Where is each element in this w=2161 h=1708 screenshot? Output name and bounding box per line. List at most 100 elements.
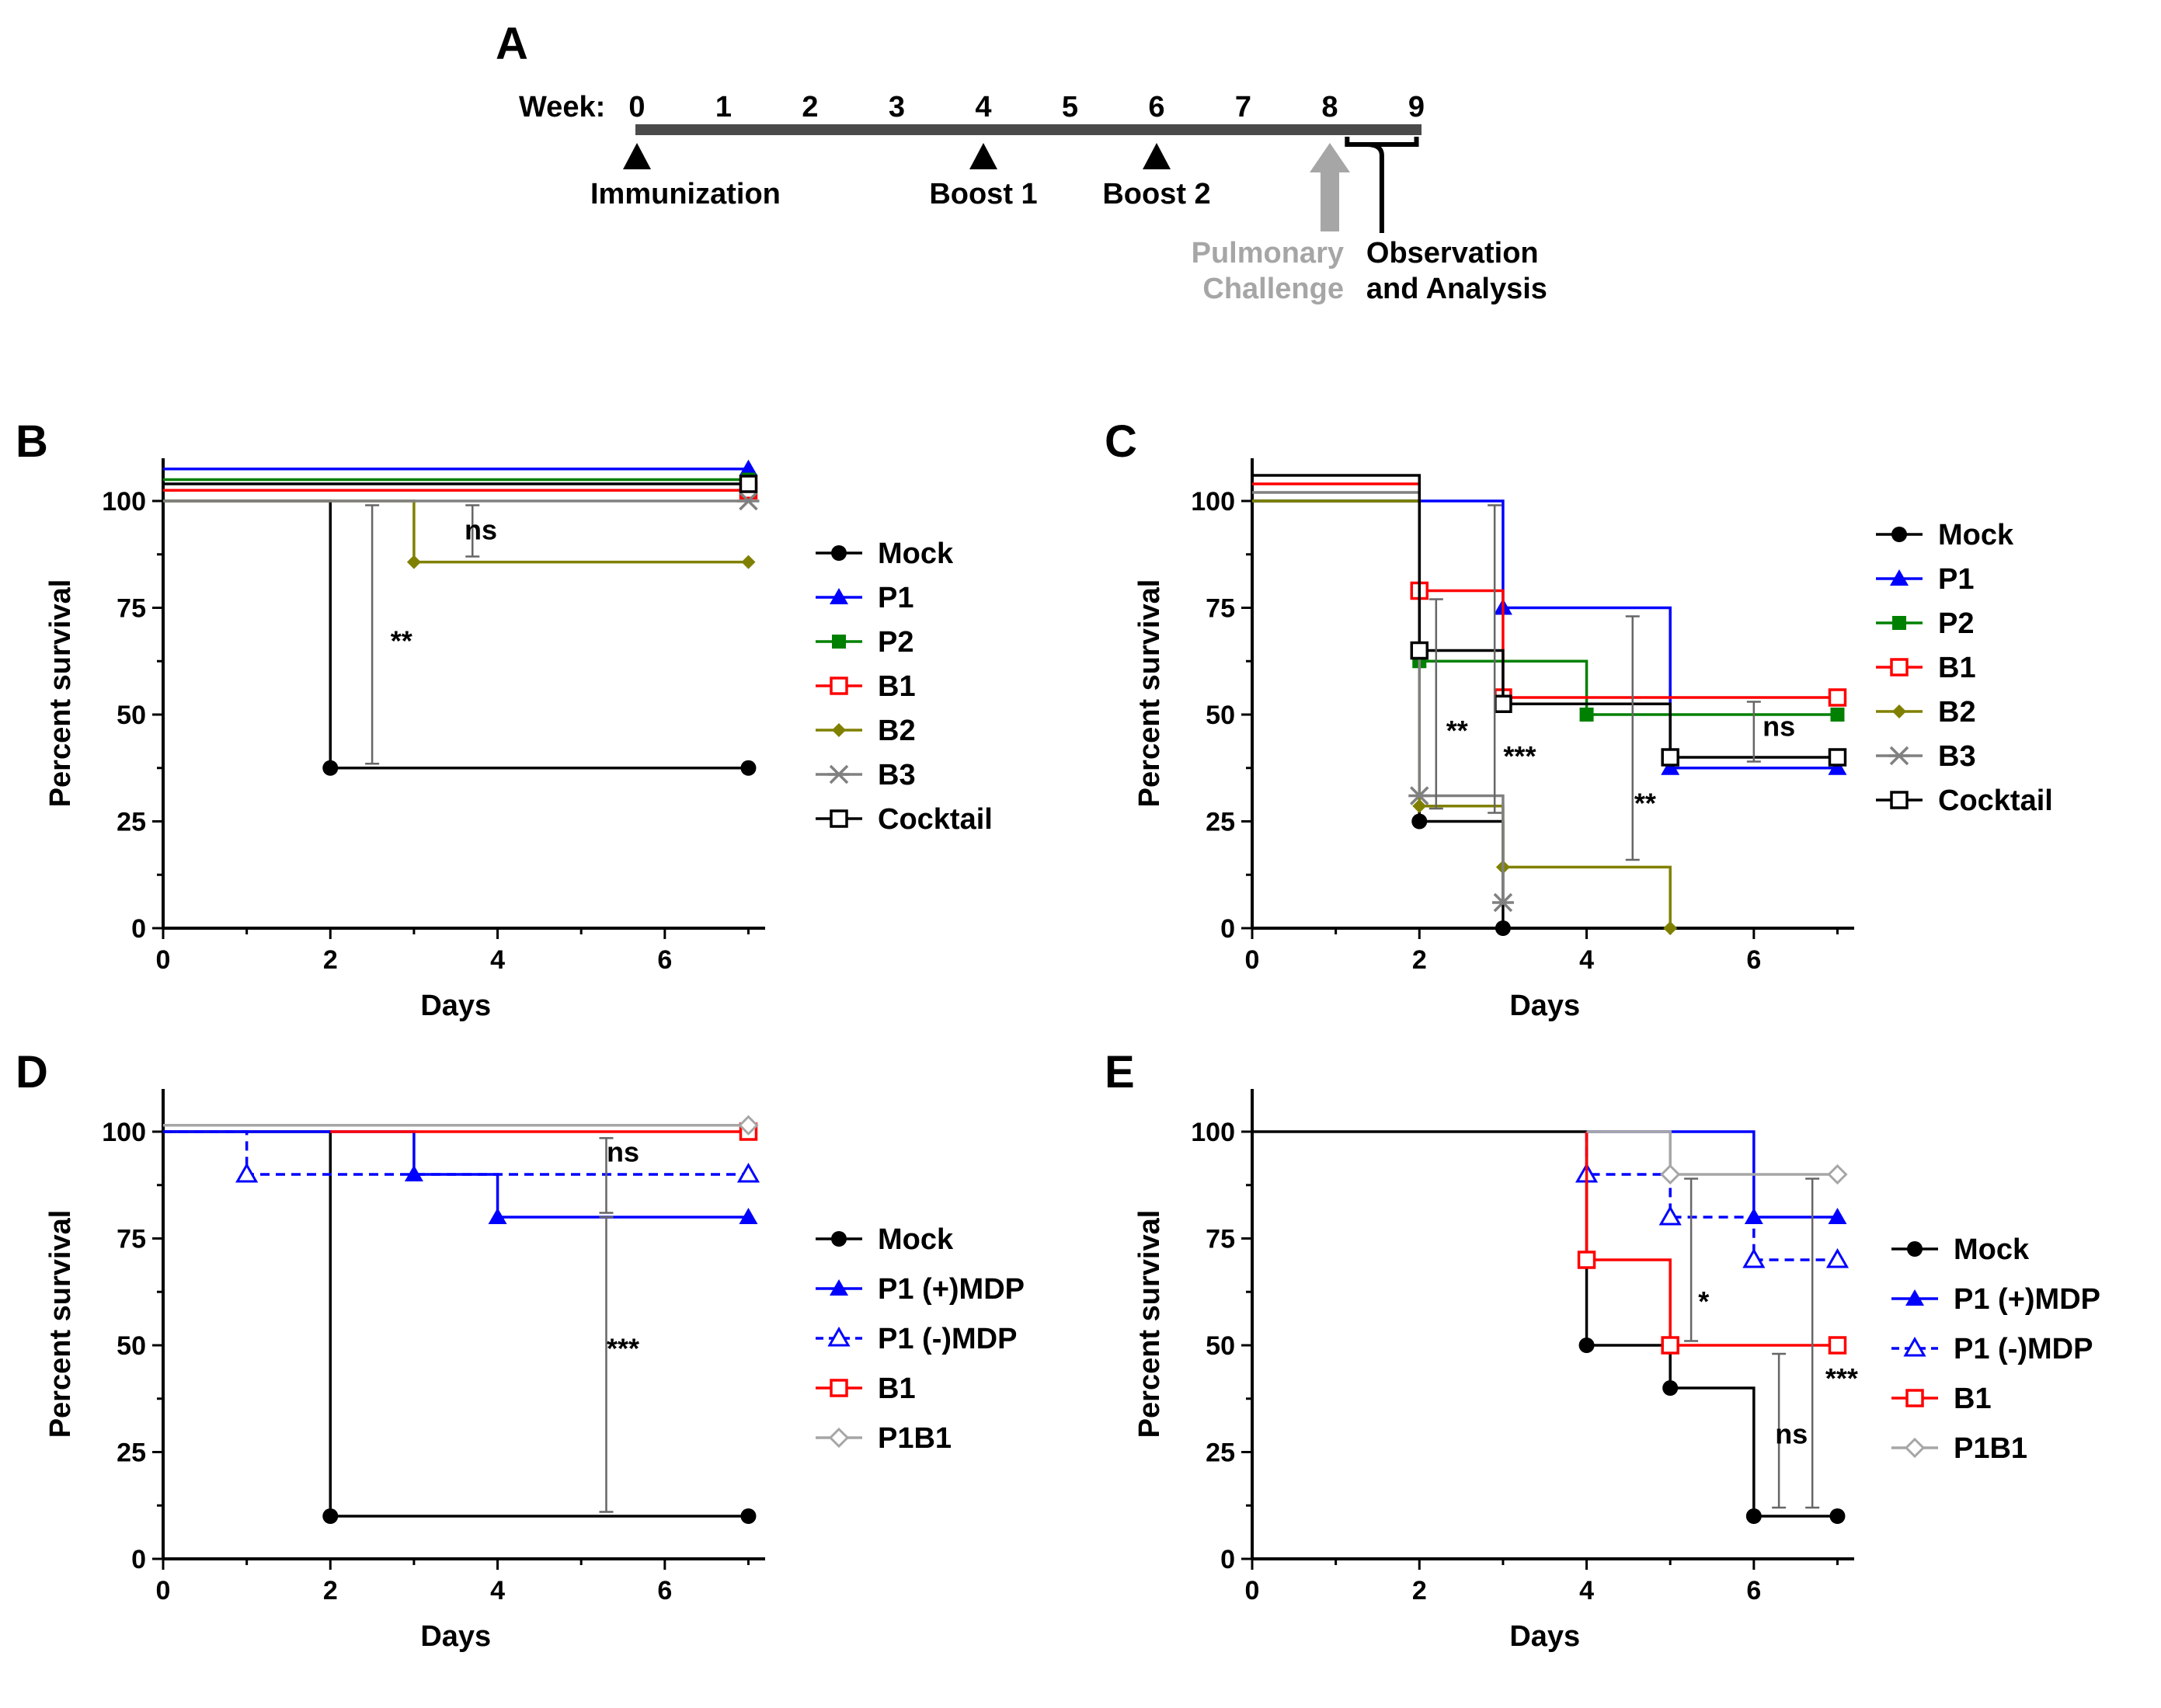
x-tick-label-2: 2 xyxy=(323,1576,338,1605)
series-line-mock xyxy=(163,499,749,770)
significance-label: ns xyxy=(1763,711,1795,743)
significance-bar xyxy=(599,1137,614,1214)
y-tick-label-75: 75 xyxy=(117,594,146,624)
legend-marker-mock xyxy=(831,1231,847,1247)
y-tick-label-25: 25 xyxy=(1206,808,1235,837)
significance-label: ns xyxy=(607,1136,639,1168)
legend-label-b1: B1 xyxy=(878,670,916,703)
y-axis-title: Percent survival xyxy=(44,1210,77,1438)
survival-chart-d: D 0 25 50 75 100 0 2 4 6 Days Percent survival ns ***… xyxy=(16,1047,1025,1653)
legend-label-p2: P2 xyxy=(1938,607,1974,640)
survival-chart-e: E 0 25 50 75 100 0 2 4 6 Days Percent survival * ns **… xyxy=(1105,1047,2100,1653)
legend-label-b1: B1 xyxy=(1954,1383,1992,1415)
significance-bar xyxy=(599,1216,614,1513)
significance-bar xyxy=(1746,701,1761,763)
legend-marker-b3 xyxy=(828,764,850,784)
series-line-b1 xyxy=(1252,482,1838,699)
x-axis-title: Days xyxy=(420,990,491,1022)
y-tick-label-100: 100 xyxy=(102,1118,146,1147)
timeline-events: Immunization Boost 1 Boost 2 xyxy=(590,143,1211,210)
legend-label-b3: B3 xyxy=(1938,740,1976,773)
legend-label-cocktail: Cocktail xyxy=(1938,784,2053,817)
legend-label-p1b1: P1B1 xyxy=(1954,1432,2027,1465)
data-point-cocktail xyxy=(1494,694,1512,713)
legend-marker-cocktail xyxy=(830,809,848,828)
legend-marker-p2 xyxy=(1892,616,1906,630)
week-tick-4: 4 xyxy=(975,91,991,123)
event-triangle-icon xyxy=(623,143,651,169)
y-tick-label-25: 25 xyxy=(1206,1438,1235,1468)
challenge-label-line1: Pulmonary xyxy=(1192,237,1344,270)
legend-label-p1: P1 xyxy=(878,582,913,614)
series-line-p1b1 xyxy=(1586,1130,1838,1176)
data-point-p1 xyxy=(1661,758,1680,775)
legend-marker-b1 xyxy=(830,1379,848,1397)
x-tick-label-4: 4 xyxy=(1579,945,1594,975)
legend-marker-b2 xyxy=(832,723,846,737)
legend-label-b3: B3 xyxy=(878,759,916,791)
legend-marker-b3 xyxy=(1888,746,1910,766)
data-point-b1 xyxy=(1828,688,1847,707)
week-tick-labels: 0 1 2 3 4 5 6 7 8 9 xyxy=(628,91,1425,123)
legend-marker-mock xyxy=(1907,1241,1923,1257)
legend-marker-mock xyxy=(1891,527,1907,542)
observation-bracket xyxy=(1345,137,1419,233)
data-point-b2 xyxy=(406,555,421,569)
legend-marker-p1-mdp xyxy=(1905,1289,1924,1306)
significance-label: * xyxy=(1698,1285,1709,1317)
legend-label-p1-mdp: P1 (-)MDP xyxy=(1954,1333,2093,1365)
significance-label: ns xyxy=(465,514,497,546)
data-point-mock xyxy=(1745,1508,1762,1524)
data-point-p1b1 xyxy=(1660,1164,1681,1185)
series-line-b1 xyxy=(1585,1132,1838,1347)
week-label: Week: xyxy=(519,91,605,123)
observation-label-line2: and Analysis xyxy=(1366,273,1547,305)
legend-label-p1-mdp: P1 (+)MDP xyxy=(878,1273,1025,1306)
legend-label-b2: B2 xyxy=(1938,696,1976,729)
y-tick-label-0: 0 xyxy=(131,1545,146,1574)
significance-bar xyxy=(1625,615,1640,861)
data-point-p1-mdp xyxy=(1658,1205,1682,1226)
challenge-label-line2: Challenge xyxy=(1202,273,1344,305)
legend-label-b2: B2 xyxy=(878,715,916,747)
significance-bar xyxy=(465,504,480,558)
significance-bar xyxy=(1684,1178,1699,1342)
series-line-b3 xyxy=(1252,491,1505,903)
y-tick-label-50: 50 xyxy=(1206,1331,1235,1361)
significance-bar xyxy=(1805,1178,1820,1509)
x-tick-label-4: 4 xyxy=(490,1576,505,1605)
observation-period: Observation and Analysis xyxy=(1345,137,1547,305)
data-point-mock xyxy=(740,1508,757,1524)
x-tick-label-6: 6 xyxy=(657,1576,672,1605)
significance-label: ns xyxy=(1775,1418,1808,1450)
legend-marker-p1 xyxy=(1890,569,1909,586)
y-tick-label-50: 50 xyxy=(1206,701,1235,730)
y-tick-label-75: 75 xyxy=(1206,594,1235,624)
series-line-b2 xyxy=(163,499,749,564)
y-tick-label-100: 100 xyxy=(102,487,146,517)
y-tick-label-0: 0 xyxy=(1220,914,1235,944)
data-point-p1-mdp xyxy=(488,1208,507,1224)
x-tick-label-2: 2 xyxy=(323,945,338,975)
observation-label-line1: Observation xyxy=(1366,237,1539,270)
legend-marker-cocktail xyxy=(1890,791,1909,809)
y-axis-title: Percent survival xyxy=(1133,579,1166,808)
legend-marker-b1 xyxy=(1905,1389,1924,1407)
week-tick-8: 8 xyxy=(1321,91,1338,123)
data-point-p1 xyxy=(1828,758,1847,775)
y-axis-title: Percent survival xyxy=(1133,1210,1166,1438)
data-point-b1 xyxy=(1661,1336,1679,1355)
legend-marker-b1 xyxy=(830,677,848,695)
y-tick-label-100: 100 xyxy=(1191,1118,1235,1147)
data-point-mock xyxy=(322,1508,339,1524)
y-tick-label-25: 25 xyxy=(117,1438,146,1468)
series-line-mock xyxy=(163,1130,749,1518)
x-tick-label-2: 2 xyxy=(1412,945,1427,975)
legend-label-p1b1: P1B1 xyxy=(878,1422,952,1455)
week-tick-7: 7 xyxy=(1235,91,1251,123)
event-triangle-icon xyxy=(969,143,997,169)
data-point-p1b1 xyxy=(1827,1164,1848,1185)
y-tick-label-25: 25 xyxy=(117,808,146,837)
